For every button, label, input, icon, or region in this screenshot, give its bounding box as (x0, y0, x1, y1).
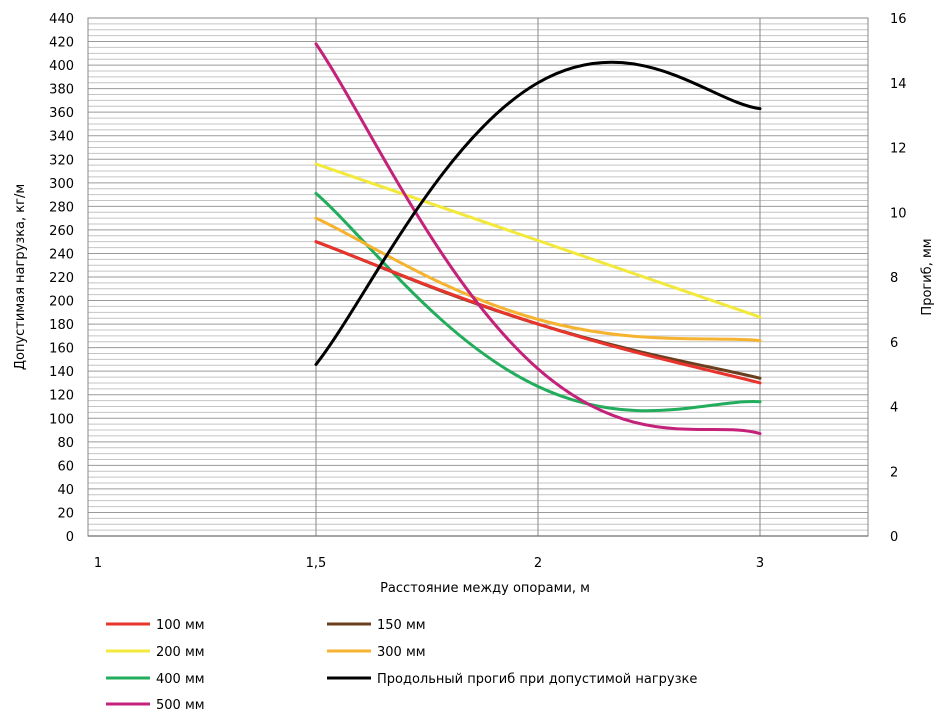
legend: 100 мм 150 мм 200 мм 300 мм 400 мм Продольный… (106, 618, 697, 713)
x-tick-label: 1 (94, 556, 102, 571)
series-line-3 (314, 216, 762, 343)
y2-tick-label: 8 (890, 271, 898, 286)
y2-axis-title: Прогиб, мм (920, 238, 935, 315)
legend-label: 400 мм (156, 672, 205, 687)
y-tick-label: 300 (49, 177, 74, 192)
grid (87, 17, 869, 537)
y2-tick-label: 10 (890, 206, 907, 221)
y-tick-label: 180 (49, 318, 74, 333)
y-tick-label: 100 (49, 412, 74, 427)
series-line-6 (314, 60, 762, 366)
tick-labels: 0204060801001201401601802002202402602803… (49, 12, 906, 571)
y-tick-label: 200 (49, 295, 74, 310)
y-tick-label: 260 (49, 224, 74, 239)
x-tick-label: 2 (534, 556, 542, 571)
y2-tick-label: 4 (890, 401, 898, 416)
legend-label: 150 мм (377, 618, 426, 633)
y-tick-label: 240 (49, 247, 74, 262)
y2-tick-label: 14 (890, 77, 907, 92)
y2-tick-label: 0 (890, 530, 898, 545)
y-tick-label: 280 (49, 200, 74, 215)
series-line-0 (314, 240, 762, 385)
y-tick-label: 400 (49, 59, 74, 74)
y-tick-label: 320 (49, 153, 74, 168)
y2-tick-label: 2 (890, 465, 898, 480)
y-tick-label: 220 (49, 271, 74, 286)
y-tick-label: 80 (57, 436, 74, 451)
x-tick-label: 3 (756, 556, 764, 571)
y2-tick-label: 6 (890, 336, 898, 351)
y-tick-label: 40 (57, 483, 74, 498)
y2-tick-label: 12 (890, 142, 907, 157)
y-tick-label: 440 (49, 12, 74, 27)
y-tick-label: 0 (66, 530, 74, 545)
y-tick-label: 420 (49, 36, 74, 51)
y-tick-label: 380 (49, 83, 74, 98)
y-axis-title: Допустимая нагрузка, кг/м (13, 184, 28, 370)
series-lines (314, 42, 762, 436)
y-tick-label: 140 (49, 365, 74, 380)
legend-label: Продольный прогиб при допустимой нагрузк… (377, 672, 697, 687)
legend-label: 500 мм (156, 698, 205, 713)
legend-label: 100 мм (156, 618, 205, 633)
y-tick-label: 120 (49, 389, 74, 404)
y-tick-label: 20 (57, 506, 74, 521)
x-axis-title: Расстояние между опорами, м (380, 581, 590, 596)
series-line-2 (314, 162, 762, 319)
legend-label: 300 мм (377, 645, 426, 660)
y-tick-label: 60 (57, 459, 74, 474)
y-tick-label: 340 (49, 130, 74, 145)
y-tick-label: 160 (49, 342, 74, 357)
series-line-5 (314, 42, 762, 436)
x-tick-label: 1,5 (306, 556, 327, 571)
y-tick-label: 360 (49, 106, 74, 121)
legend-label: 200 мм (156, 645, 205, 660)
y2-tick-label: 16 (890, 12, 907, 27)
